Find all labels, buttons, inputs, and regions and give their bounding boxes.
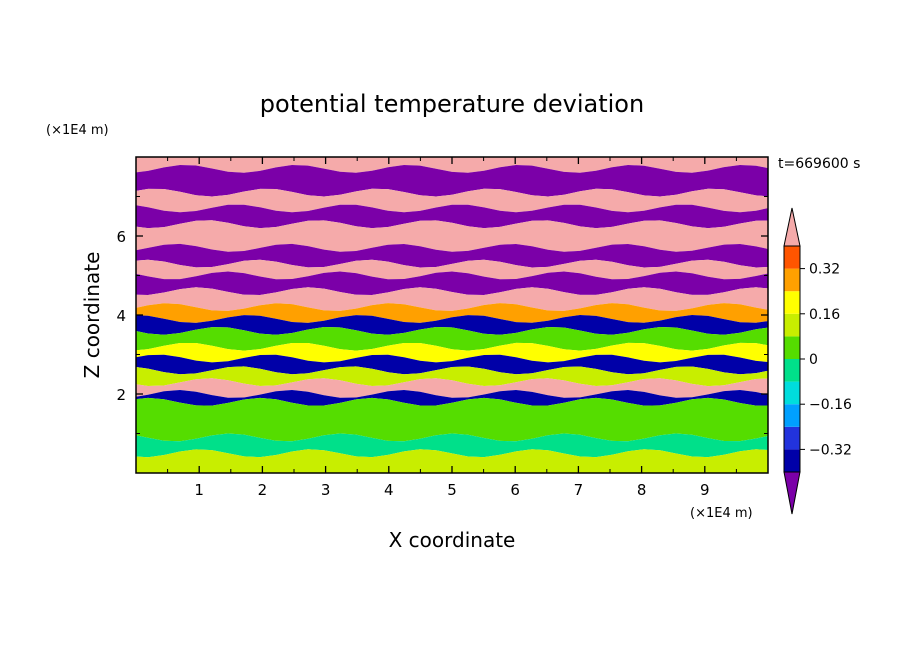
field-band — [136, 433, 768, 458]
field-band — [136, 366, 768, 387]
field-band — [136, 342, 768, 363]
colorbar-box — [784, 291, 800, 314]
field-band — [136, 243, 768, 268]
x-tick-label: 7 — [574, 481, 584, 499]
plot-field — [136, 157, 768, 473]
colorbar-box — [784, 313, 800, 337]
colorbar-box — [784, 336, 800, 359]
x-axis: 1 2 3 4 5 6 7 8 9 — [167, 157, 737, 499]
colorbar-tick-label: −0.32 — [809, 442, 852, 458]
colorbar: −0.32 −0.16 0 0.16 0.32 — [783, 207, 852, 515]
colorbar-box — [784, 359, 800, 382]
x-unit-label: (×1E4 m) — [690, 506, 753, 521]
field-band — [136, 390, 768, 406]
field-band — [136, 165, 768, 197]
colorbar-extend-top — [783, 207, 801, 247]
field-band — [136, 204, 768, 229]
y-axis-label: Z coordinate — [80, 252, 104, 379]
field-band — [136, 378, 768, 398]
colorbar-box — [784, 449, 800, 472]
y-axis: 2 4 6 — [116, 196, 768, 434]
y-tick-label: 6 — [116, 228, 126, 246]
field-band — [136, 354, 768, 375]
x-tick-label: 9 — [700, 481, 710, 499]
colorbar-box — [784, 404, 800, 427]
field-band — [136, 271, 768, 295]
colorbar-tick-label: 0.32 — [809, 262, 840, 278]
x-tick-label: 1 — [194, 481, 204, 499]
colorbar-tick-label: 0 — [809, 352, 818, 368]
field-band — [136, 188, 768, 213]
y-unit-label: (×1E4 m) — [46, 123, 109, 138]
colorbar-box — [784, 246, 800, 269]
field-band — [136, 303, 768, 323]
x-tick-label: 4 — [384, 481, 394, 499]
field-band — [136, 449, 768, 473]
x-tick-label: 3 — [321, 481, 331, 499]
colorbar-box — [784, 426, 800, 450]
y-tick-label: 2 — [116, 386, 126, 404]
x-tick-label: 5 — [447, 481, 457, 499]
colorbar-box — [784, 381, 800, 405]
field-band — [136, 327, 768, 351]
colorbar-extend-bottom — [783, 471, 801, 515]
y-tick-label: 4 — [116, 307, 126, 325]
colorbar-tick-label: −0.16 — [809, 397, 852, 413]
field-band — [136, 287, 768, 311]
field-band — [136, 315, 768, 335]
colorbar-box — [784, 268, 800, 292]
x-tick-label: 8 — [637, 481, 647, 499]
x-axis-label: X coordinate — [389, 528, 516, 552]
time-label: t=669600 s — [778, 156, 860, 172]
x-tick-label: 2 — [258, 481, 268, 499]
field-band — [136, 220, 768, 252]
colorbar-tick-label: 0.16 — [809, 307, 840, 323]
chart-title: potential temperature deviation — [260, 90, 644, 118]
x-tick-label: 6 — [510, 481, 520, 499]
field-band — [136, 259, 768, 280]
field-band — [136, 397, 768, 442]
